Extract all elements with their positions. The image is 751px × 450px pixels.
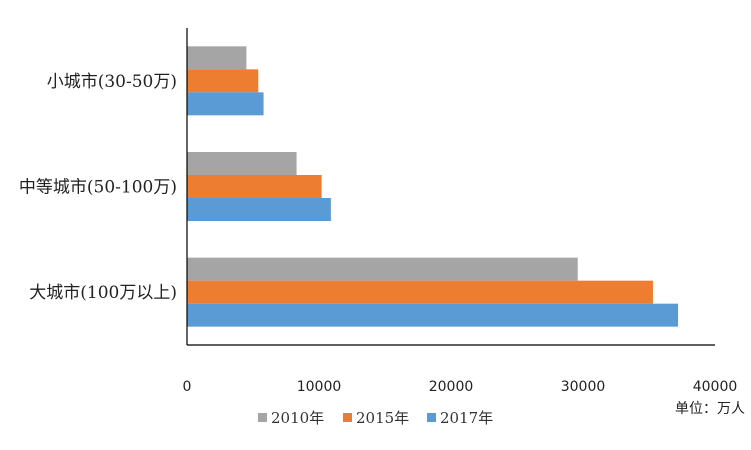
x-tick-labels: 0 10000 20000 30000 40000 (183, 379, 738, 395)
legend-swatch (343, 413, 352, 422)
bar-2017年-1 (187, 198, 331, 221)
bar-2015年-2 (187, 280, 653, 304)
bar-2015年-0 (187, 69, 259, 93)
bar-2015年-1 (187, 175, 322, 198)
bar-2010年-0 (187, 46, 247, 70)
bar-2010年-1 (187, 152, 297, 175)
x-tick-label: 30000 (561, 379, 606, 395)
legend-label: 2010年 (271, 409, 324, 427)
x-tick-label: 0 (183, 379, 192, 395)
x-tick-label: 20000 (429, 379, 474, 395)
x-tick-label: 10000 (297, 379, 342, 395)
category-labels: 小城市(30-50万) 中等城市(50-100万) 大城市(100万以上) (19, 72, 177, 303)
bar-2017年-2 (187, 303, 679, 327)
category-label: 大城市(100万以上) (29, 283, 177, 303)
x-tick-label: 40000 (693, 379, 738, 395)
category-label: 小城市(30-50万) (47, 72, 177, 92)
legend-label: 2015年 (356, 409, 409, 427)
legend-swatch (258, 413, 267, 422)
bar-2017年-0 (187, 92, 264, 116)
unit-label: 单位：万人 (675, 401, 745, 417)
bars-group (187, 46, 679, 327)
category-label: 中等城市(50-100万) (19, 178, 177, 198)
bar-2010年-2 (187, 257, 578, 281)
legend: 2010年 2015年 2017年 (258, 409, 493, 427)
legend-label: 2017年 (440, 409, 493, 427)
legend-swatch (427, 413, 436, 422)
